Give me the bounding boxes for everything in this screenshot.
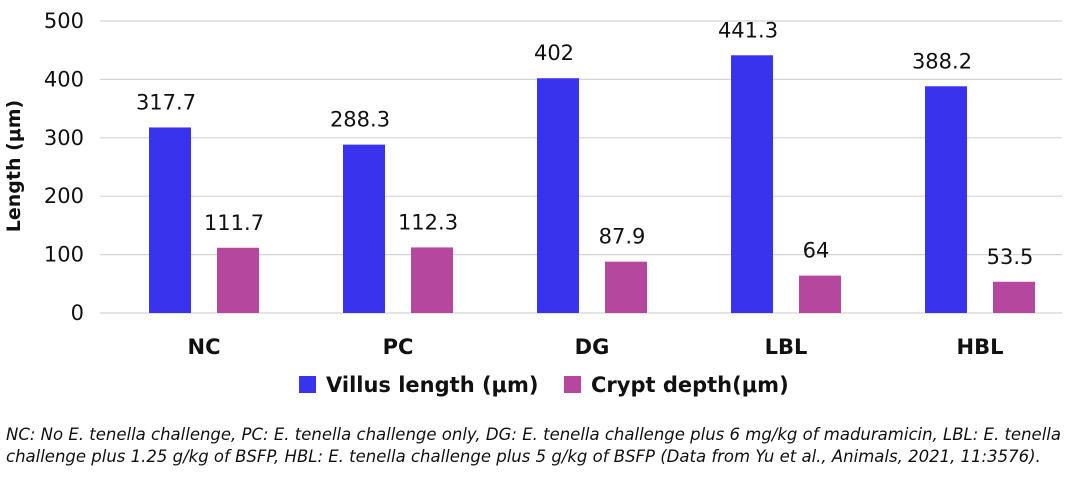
crypt-depth-bar xyxy=(605,261,647,313)
x-category-label: NC xyxy=(188,335,221,359)
y-tick-label: 100 xyxy=(44,243,84,267)
y-axis-ticks: 0 100 200 300 400 500 xyxy=(44,9,84,325)
x-category-label: DG xyxy=(575,335,610,359)
y-tick-label: 500 xyxy=(44,9,84,33)
data-label: 64 xyxy=(803,239,830,263)
x-category-label: HBL xyxy=(957,335,1004,359)
x-axis-categories: NC PC DG LBL HBL xyxy=(188,335,1004,359)
villus-length-bar xyxy=(343,144,385,313)
legend-label: Crypt depth(μm) xyxy=(591,373,789,397)
y-tick-label: 400 xyxy=(44,67,84,91)
data-label: 441.3 xyxy=(718,18,778,42)
crypt-depth-bar xyxy=(411,247,453,313)
villus-length-bar xyxy=(537,78,579,314)
y-tick-label: 300 xyxy=(44,126,84,150)
villus-length-bar xyxy=(731,55,773,314)
legend-swatch xyxy=(564,376,581,393)
data-label: 53.5 xyxy=(987,245,1034,269)
crypt-depth-bar xyxy=(799,275,841,313)
gridlines xyxy=(100,20,1062,314)
villus-length-bar xyxy=(149,127,191,314)
x-category-label: LBL xyxy=(765,335,808,359)
x-category-label: PC xyxy=(383,335,414,359)
data-label: 87.9 xyxy=(599,225,646,249)
y-axis-label: Length (μm) xyxy=(3,100,25,233)
y-tick-label: 0 xyxy=(71,301,84,325)
crypt-depth-bar xyxy=(993,281,1035,313)
data-labels: 317.7 111.7 288.3 112.3 402 87.9 441.3 64 388.2 5… xyxy=(136,18,1033,268)
data-label: 402 xyxy=(534,41,574,65)
legend-label: Villus length (μm) xyxy=(326,373,539,397)
legend-swatch xyxy=(299,376,316,393)
crypt-depth-bar xyxy=(217,247,259,313)
data-label: 317.7 xyxy=(136,90,196,114)
data-label: 112.3 xyxy=(398,210,458,234)
legend: Villus length (μm) Crypt depth(μm) xyxy=(299,373,789,397)
y-tick-label: 200 xyxy=(44,184,84,208)
data-label: 388.2 xyxy=(912,49,972,73)
bar-chart: 0 100 200 300 400 500 Length (μm) 317.7 111.7 2… xyxy=(3,9,1062,397)
figure-caption: NC: No E. tenella challenge, PC: E. tene… xyxy=(6,425,1061,466)
data-label: 288.3 xyxy=(330,108,390,132)
data-label: 111.7 xyxy=(204,211,264,235)
bars xyxy=(149,55,1035,314)
villus-length-bar xyxy=(925,86,967,313)
